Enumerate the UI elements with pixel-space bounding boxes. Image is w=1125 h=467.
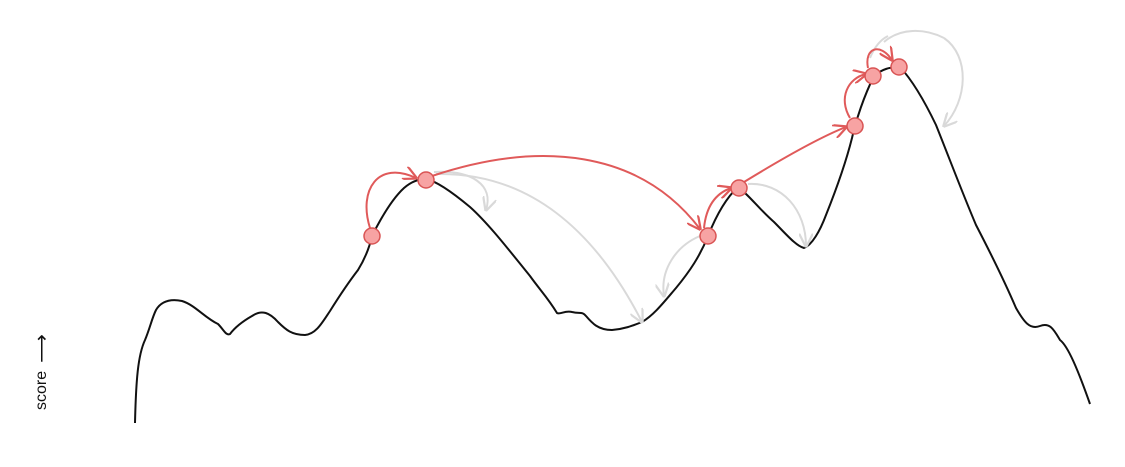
rejected-proposals <box>433 29 964 322</box>
accepted-arrow <box>843 74 866 119</box>
accepted-arrow <box>431 155 700 229</box>
accepted-arrow <box>365 173 416 229</box>
rejected-arrow <box>435 172 642 322</box>
rejected-arrow <box>944 37 964 126</box>
state-node <box>417 171 435 189</box>
score-axis-text: score <box>33 370 50 410</box>
score-axis-label: score ⟶ <box>30 230 54 410</box>
rejected-arrow <box>883 29 945 43</box>
state-node <box>846 117 864 135</box>
state-node <box>864 67 882 85</box>
state-node <box>363 227 381 245</box>
arrow-right-icon: ⟶ <box>31 334 53 363</box>
state-node <box>730 179 748 197</box>
accepted-arrow <box>703 188 731 229</box>
accepted-arrow <box>866 49 892 69</box>
state-nodes <box>363 58 908 245</box>
state-node <box>890 58 908 76</box>
rejected-arrow <box>747 182 806 246</box>
rejected-arrow <box>869 35 889 59</box>
rejected-arrow <box>663 235 701 296</box>
accepted-path <box>365 49 892 229</box>
accepted-arrow <box>743 127 846 183</box>
state-node <box>699 227 717 245</box>
score-landscape-curve <box>134 65 1091 424</box>
